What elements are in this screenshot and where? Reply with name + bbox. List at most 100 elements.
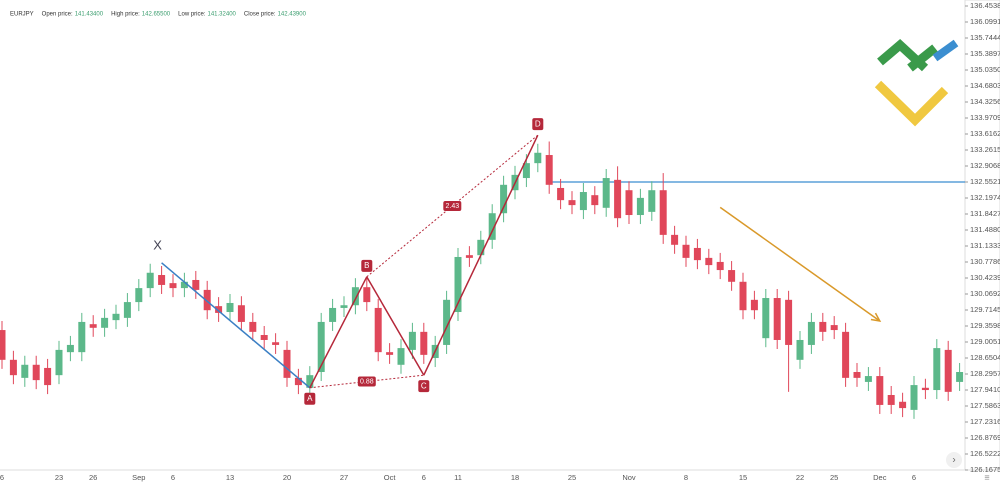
x-tick-label: 15 — [739, 473, 747, 482]
candle-body — [477, 239, 485, 256]
candle-body — [55, 349, 63, 376]
x-tick-label: 27 — [340, 473, 348, 482]
y-tick-label: 126.87690 — [970, 433, 1000, 442]
y-tick-label: 130.42390 — [970, 273, 1000, 282]
info-value: 142.65500 — [142, 12, 171, 18]
pattern-line — [423, 134, 539, 376]
candle-body — [66, 344, 74, 353]
info-label: Close price: — [244, 12, 276, 18]
arrow-head — [870, 312, 882, 323]
candle-body — [842, 331, 850, 378]
candle-body — [762, 298, 770, 339]
y-tick-label: 131.84270 — [970, 209, 1000, 218]
candle-body — [933, 348, 941, 391]
candle-body — [887, 395, 895, 405]
candle-body — [272, 342, 280, 345]
y-tick-label: 134.32560 — [970, 97, 1000, 106]
x-tick-label: 6 — [0, 473, 4, 482]
x-tick-label: 20 — [283, 473, 291, 482]
x-tick-label: 13 — [226, 473, 234, 482]
x-tick-label: 23 — [55, 473, 63, 482]
scroll-button[interactable] — [946, 452, 962, 468]
candle-body — [146, 272, 154, 289]
candle-body — [0, 330, 6, 360]
scroll-icon[interactable]: › — [952, 455, 955, 466]
info-value: 141.43400 — [75, 12, 104, 18]
y-tick-label: 132.55210 — [970, 177, 1000, 186]
xa-line — [161, 262, 311, 389]
candle-body — [671, 234, 679, 245]
x-tick-label: 6 — [171, 473, 175, 482]
candle-body — [397, 348, 405, 365]
y-tick-label: 127.94100 — [970, 385, 1000, 394]
x-tick-label: Dec — [873, 473, 887, 482]
y-tick-label: 126.16750 — [970, 465, 1000, 474]
candle-body — [465, 255, 473, 258]
point-label: C — [421, 381, 427, 390]
settings-icon[interactable]: ≡ — [984, 472, 989, 482]
ratio-label: 0.88 — [360, 378, 374, 385]
x-tick-label: 25 — [830, 473, 838, 482]
candle-body — [557, 187, 565, 201]
candle-body — [830, 325, 838, 331]
point-box — [418, 380, 430, 393]
candle-body — [329, 307, 337, 322]
point-label: A — [307, 394, 313, 403]
y-tick-label: 136.45380 — [970, 1, 1000, 10]
y-tick-label: 130.77860 — [970, 257, 1000, 266]
candle-body — [864, 376, 872, 382]
candle-body — [443, 299, 451, 345]
candle-body — [374, 307, 382, 353]
y-tick-label: 136.09910 — [970, 17, 1000, 26]
candle-body — [180, 281, 188, 289]
candle-body — [386, 352, 394, 355]
candle-body — [317, 321, 325, 373]
y-tick-label: 133.61620 — [970, 129, 1000, 138]
info-label: Low price: — [178, 12, 206, 18]
info-value: 141.32400 — [208, 12, 237, 18]
candle-body — [773, 298, 781, 340]
candle-body — [659, 190, 667, 235]
candle-body — [522, 163, 530, 179]
candle-body — [534, 152, 542, 164]
candle-body — [614, 179, 622, 219]
x-tick-label: Oct — [384, 473, 397, 482]
candle-body — [807, 321, 815, 345]
y-tick-label: 135.38970 — [970, 49, 1000, 58]
candle-body — [819, 321, 827, 332]
y-tick-label: 132.90680 — [970, 161, 1000, 170]
candle-body — [260, 335, 268, 340]
candle-body — [796, 339, 804, 360]
candle-body — [306, 375, 314, 388]
y-tick-label: 126.52220 — [970, 449, 1000, 458]
forecast-arrow — [719, 206, 881, 322]
y-tick-label: 129.00510 — [970, 337, 1000, 346]
candle-body — [169, 283, 177, 289]
candle-body — [21, 364, 29, 378]
candle-body — [910, 385, 918, 410]
info-value: 142.43900 — [278, 12, 307, 18]
candle-body — [158, 275, 166, 285]
ratio-line — [366, 134, 539, 278]
candle-body — [112, 313, 120, 321]
y-tick-label: 135.74440 — [970, 33, 1000, 42]
x-tick-label: 8 — [684, 473, 688, 482]
y-tick-label: 130.06920 — [970, 289, 1000, 298]
x-tick-label: 18 — [511, 473, 519, 482]
candle-body — [956, 372, 964, 382]
candle-body — [408, 331, 416, 350]
candle-body — [203, 289, 211, 311]
ratio-label: 2.43 — [445, 203, 459, 210]
x-tick-label: 26 — [89, 473, 97, 482]
candle-body — [101, 317, 109, 328]
candle-body — [716, 261, 724, 271]
x-tick-label: 6 — [422, 473, 426, 482]
candle-body — [454, 256, 462, 313]
candle-body — [78, 321, 86, 353]
ratio-box — [357, 376, 376, 387]
candle-body — [283, 349, 291, 378]
pattern-line — [366, 276, 425, 376]
candle-body — [545, 155, 553, 185]
point-box — [532, 118, 544, 131]
y-tick-label: 135.03500 — [970, 65, 1000, 74]
